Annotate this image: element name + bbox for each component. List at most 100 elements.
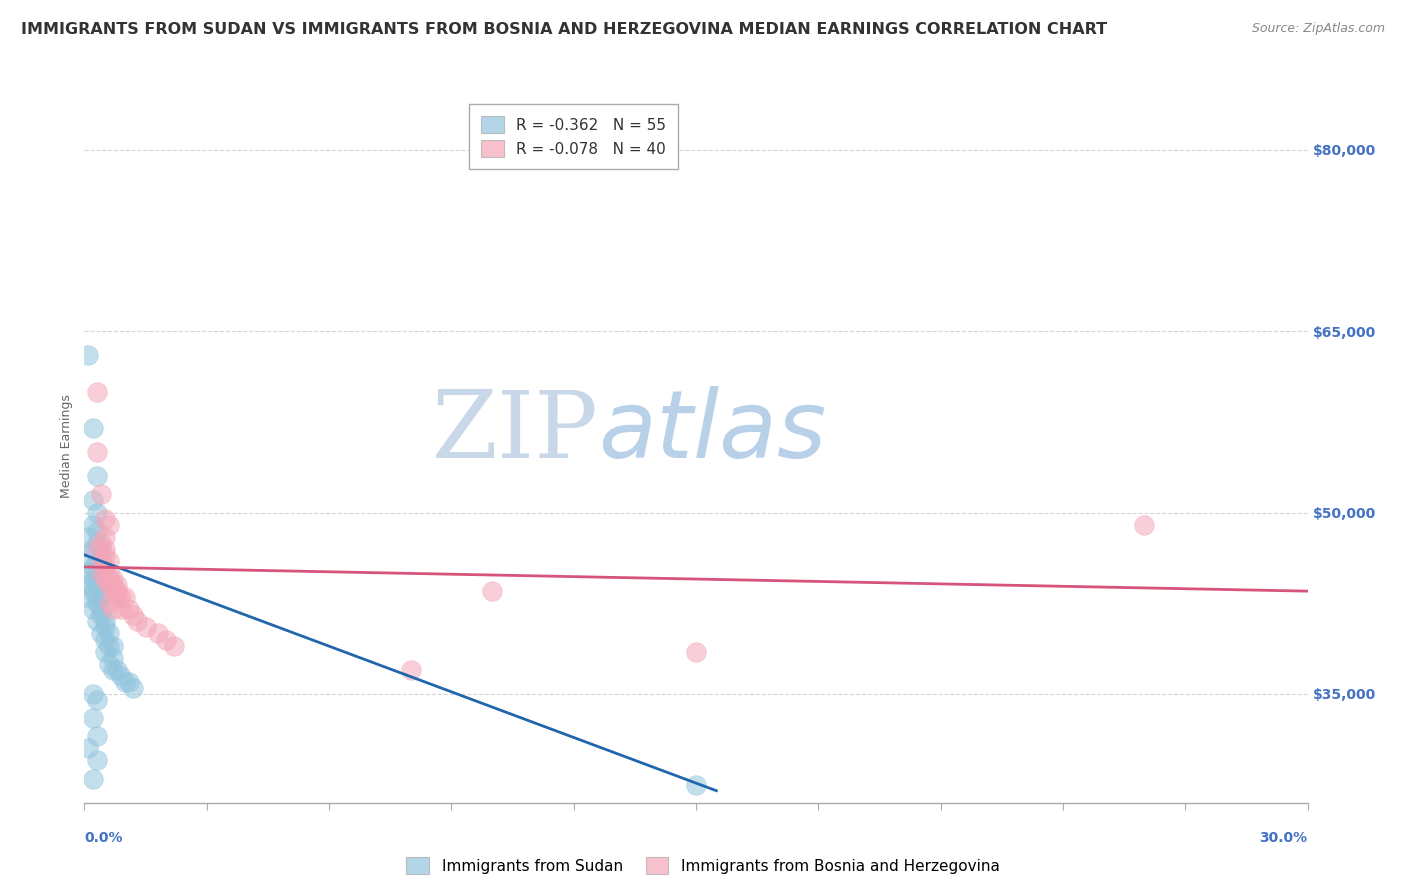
Point (97, 657, 120, 671)
Point (110, 590, 132, 604)
Point (114, 590, 136, 604)
Point (82, 493, 104, 508)
Point (82, 572, 104, 586)
Point (86, 615, 108, 629)
Point (105, 663, 128, 677)
Text: 30.0%: 30.0% (1260, 831, 1308, 846)
Point (77, 548, 100, 562)
Point (90, 608, 112, 623)
Point (86, 524, 108, 538)
Point (97, 554, 120, 568)
Point (97, 626, 120, 640)
Point (86, 754, 108, 768)
Point (105, 590, 128, 604)
Point (118, 602, 141, 616)
Point (481, 584, 503, 599)
Point (155, 632, 177, 647)
Point (86, 445, 108, 459)
Point (127, 615, 149, 629)
Point (77, 530, 100, 544)
Text: atlas: atlas (598, 386, 827, 477)
Point (101, 584, 124, 599)
Point (90, 541, 112, 556)
Point (82, 560, 104, 574)
Text: Source: ZipAtlas.com: Source: ZipAtlas.com (1251, 22, 1385, 36)
Legend: Immigrants from Sudan, Immigrants from Bosnia and Herzegovina: Immigrants from Sudan, Immigrants from B… (401, 851, 1005, 880)
Y-axis label: Median Earnings: Median Earnings (60, 394, 73, 498)
Point (101, 572, 124, 586)
Point (93, 645, 115, 659)
Point (105, 578, 128, 592)
Point (685, 778, 707, 792)
Point (146, 626, 169, 640)
Text: ZIP: ZIP (432, 387, 598, 476)
Point (93, 548, 115, 562)
Point (86, 554, 108, 568)
Point (86, 566, 108, 580)
Point (118, 674, 141, 689)
Point (101, 663, 124, 677)
Point (86, 469, 108, 483)
Point (93, 572, 115, 586)
Point (86, 384, 108, 399)
Point (82, 602, 104, 616)
Point (86, 535, 108, 549)
Point (97, 566, 120, 580)
Point (82, 421, 104, 435)
Point (93, 632, 115, 647)
Legend: R = -0.362   N = 55, R = -0.078   N = 40: R = -0.362 N = 55, R = -0.078 N = 40 (468, 104, 679, 169)
Point (82, 584, 104, 599)
Text: 0.0%: 0.0% (84, 831, 122, 846)
Point (86, 596, 108, 610)
Point (90, 535, 112, 549)
Point (135, 620, 157, 634)
Point (685, 645, 707, 659)
Point (97, 572, 120, 586)
Point (93, 541, 115, 556)
Point (97, 578, 120, 592)
Point (90, 566, 112, 580)
Point (82, 517, 104, 532)
Point (1133, 517, 1156, 532)
Point (90, 566, 112, 580)
Point (97, 639, 120, 653)
Point (77, 741, 100, 756)
Point (399, 663, 422, 677)
Point (86, 578, 108, 592)
Point (93, 560, 115, 574)
Point (110, 602, 132, 616)
Point (82, 772, 104, 786)
Point (90, 626, 112, 640)
Point (82, 541, 104, 556)
Point (97, 596, 120, 610)
Point (101, 639, 124, 653)
Point (90, 554, 112, 568)
Point (122, 681, 145, 695)
Point (93, 615, 115, 629)
Point (93, 620, 115, 634)
Point (163, 639, 186, 653)
Text: IMMIGRANTS FROM SUDAN VS IMMIGRANTS FROM BOSNIA AND HERZEGOVINA MEDIAN EARNINGS : IMMIGRANTS FROM SUDAN VS IMMIGRANTS FROM… (21, 22, 1107, 37)
Point (77, 566, 100, 580)
Point (77, 348, 100, 362)
Point (93, 530, 115, 544)
Point (110, 669, 132, 683)
Point (101, 578, 124, 592)
Point (86, 729, 108, 743)
Point (77, 578, 100, 592)
Point (86, 506, 108, 520)
Point (101, 602, 124, 616)
Point (105, 584, 128, 599)
Point (90, 554, 112, 568)
Point (77, 590, 100, 604)
Point (82, 711, 104, 725)
Point (114, 674, 136, 689)
Point (97, 517, 120, 532)
Point (90, 578, 112, 592)
Point (101, 650, 124, 665)
Point (82, 687, 104, 701)
Point (122, 608, 145, 623)
Point (86, 541, 108, 556)
Point (86, 590, 108, 604)
Point (90, 602, 112, 616)
